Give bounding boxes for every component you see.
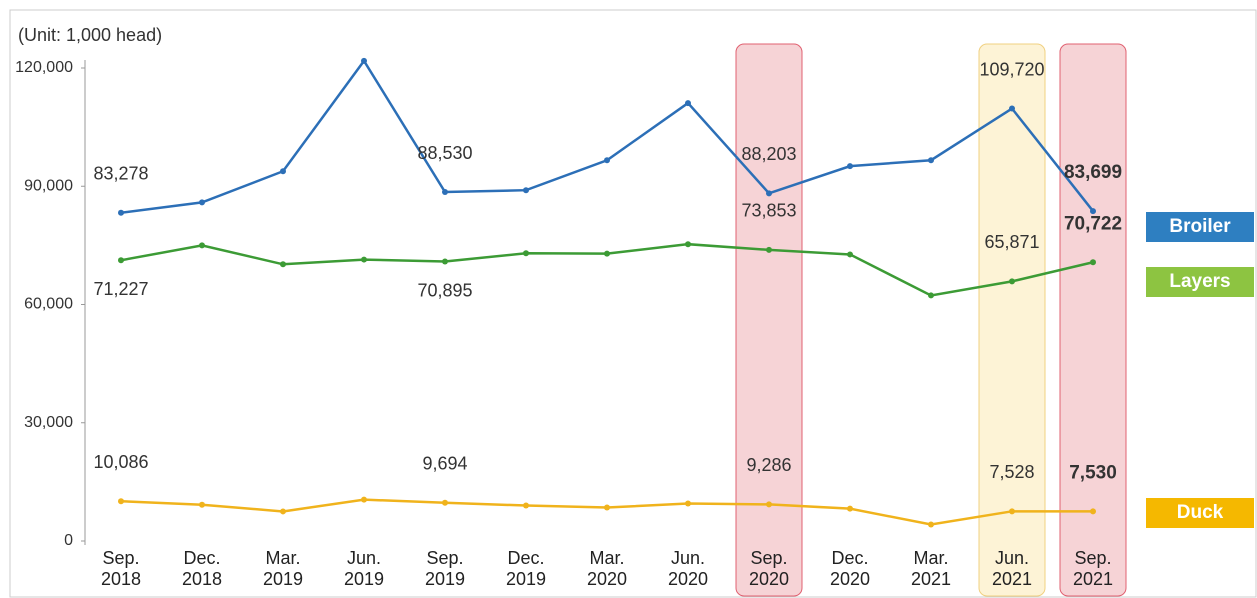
data-label: 7,530 <box>1069 462 1117 483</box>
x-tick-label: Jun. 2020 <box>653 548 723 590</box>
x-tick-label: Sep. 2020 <box>734 548 804 590</box>
unit-label: (Unit: 1,000 head) <box>18 25 162 45</box>
x-tick-label: Dec. 2020 <box>815 548 885 590</box>
data-point <box>1009 278 1015 284</box>
x-tick-label: Jun. 2019 <box>329 548 399 590</box>
data-label: 83,278 <box>93 163 148 183</box>
page: (Unit: 1,000 head) 0 30,000 60,000 90,000 12… <box>0 0 1257 598</box>
data-point <box>280 168 286 174</box>
data-point <box>361 58 367 64</box>
x-tick-label: Dec. 2018 <box>167 548 237 590</box>
data-point <box>118 210 124 216</box>
data-point <box>928 521 934 527</box>
data-point <box>766 247 772 253</box>
data-point <box>280 508 286 514</box>
series-line <box>121 500 1093 525</box>
data-point <box>928 157 934 163</box>
data-point <box>928 292 934 298</box>
data-label: 88,203 <box>741 144 796 164</box>
data-label: 109,720 <box>979 59 1044 79</box>
legend-entry[interactable]: Broiler <box>1146 212 1254 242</box>
data-point <box>442 259 448 265</box>
data-point <box>280 261 286 267</box>
data-label: 10,086 <box>93 452 148 472</box>
data-label: 9,694 <box>422 454 467 474</box>
data-point <box>685 241 691 247</box>
data-point <box>361 257 367 263</box>
data-point <box>199 199 205 205</box>
data-point <box>442 189 448 195</box>
data-point <box>604 157 610 163</box>
data-point <box>199 502 205 508</box>
legend-entry[interactable]: Duck <box>1146 498 1254 528</box>
data-point <box>442 500 448 506</box>
data-point <box>847 251 853 257</box>
highlight-box <box>736 44 802 596</box>
x-tick-label: Sep. 2018 <box>86 548 156 590</box>
data-point <box>118 498 124 504</box>
y-tick-label: 0 <box>64 532 73 549</box>
data-point <box>523 503 529 509</box>
data-point <box>847 163 853 169</box>
x-tick-label: Sep. 2021 <box>1058 548 1128 590</box>
data-point <box>523 250 529 256</box>
series-line <box>121 61 1093 213</box>
data-point <box>847 506 853 512</box>
data-label: 65,871 <box>984 232 1039 252</box>
y-tick-label: 60,000 <box>24 296 73 313</box>
data-label: 71,227 <box>93 279 148 299</box>
chart: (Unit: 1,000 head) 0 30,000 60,000 90,000 12… <box>0 0 1257 598</box>
data-label: 70,722 <box>1064 213 1122 234</box>
data-label: 88,530 <box>417 143 472 163</box>
x-tick-label: Mar. 2019 <box>248 548 318 590</box>
data-point <box>766 501 772 507</box>
data-point <box>1090 508 1096 514</box>
data-label: 9,286 <box>746 455 791 475</box>
x-tick-label: Sep. 2019 <box>410 548 480 590</box>
x-tick-label: Mar. 2021 <box>896 548 966 590</box>
data-point <box>361 497 367 503</box>
data-point <box>685 100 691 106</box>
y-tick-label: 120,000 <box>15 59 73 76</box>
data-label: 7,528 <box>989 462 1034 482</box>
data-point <box>685 501 691 507</box>
x-tick-label: Jun. 2021 <box>977 548 1047 590</box>
data-label: 83,699 <box>1064 162 1122 183</box>
data-point <box>1009 106 1015 112</box>
data-label: 70,895 <box>417 280 472 300</box>
data-point <box>1009 508 1015 514</box>
data-point <box>118 257 124 263</box>
y-tick-label: 90,000 <box>24 177 73 194</box>
data-point <box>604 251 610 257</box>
legend-entry[interactable]: Layers <box>1146 267 1254 297</box>
data-point <box>523 187 529 193</box>
data-point <box>604 504 610 510</box>
y-tick-label: 30,000 <box>24 414 73 431</box>
data-point <box>766 190 772 196</box>
x-tick-label: Dec. 2019 <box>491 548 561 590</box>
data-point <box>1090 259 1096 265</box>
data-label: 73,853 <box>741 201 796 221</box>
x-tick-label: Mar. 2020 <box>572 548 642 590</box>
data-point <box>199 242 205 248</box>
